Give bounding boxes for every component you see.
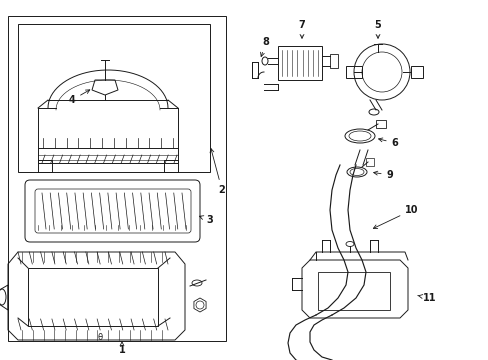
Text: 11: 11 [417,293,436,303]
Text: 1: 1 [119,342,125,355]
Text: 5: 5 [374,20,381,38]
Bar [410,66,422,78]
Bar [8,16,225,341]
Bar [329,54,337,68]
Text: 3: 3 [199,215,213,225]
Text: θ: θ [97,333,102,342]
Bar [365,158,373,166]
Bar [18,24,209,172]
Text: 2: 2 [210,149,225,195]
Bar [346,66,361,78]
Text: 4: 4 [68,90,90,105]
Text: 7: 7 [298,20,305,38]
Text: 8: 8 [260,37,269,57]
Bar [251,62,258,78]
Text: 9: 9 [373,170,392,180]
Bar [375,120,385,128]
Bar [278,46,321,80]
Text: 6: 6 [378,138,398,148]
Bar [317,272,389,310]
Text: 10: 10 [372,205,418,229]
Bar [28,268,158,326]
